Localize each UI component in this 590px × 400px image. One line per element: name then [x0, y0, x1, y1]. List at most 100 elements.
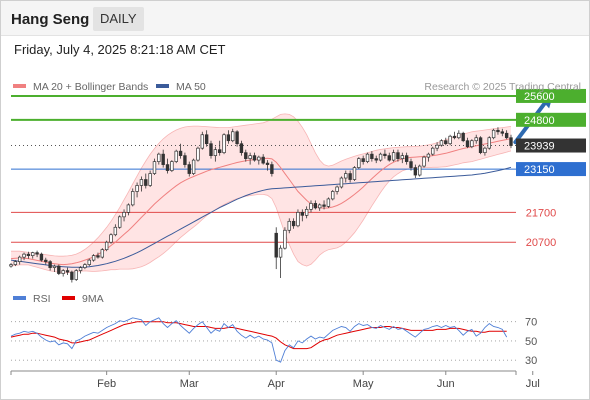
candle: [239, 140, 244, 156]
candle-body-down: [144, 179, 148, 186]
candle-body-up: [78, 267, 83, 271]
candle: [35, 250, 39, 258]
candle: [44, 257, 48, 265]
candle: [335, 185, 339, 195]
candle: [209, 140, 213, 159]
candle-body-up: [435, 144, 439, 149]
candle: [383, 149, 387, 159]
candle-body-up: [196, 147, 200, 161]
candle-body-down: [300, 212, 305, 216]
period-selector[interactable]: DAILY: [93, 7, 144, 31]
candle: [313, 200, 318, 210]
candle: [157, 152, 161, 165]
bollinger-band-area: [11, 113, 511, 274]
candle-body-up: [87, 259, 91, 265]
candle: [339, 176, 344, 189]
candle: [304, 206, 309, 219]
bollinger-lower-line: [10, 150, 512, 274]
copyright-text: Research © 2025 Trading Central: [424, 81, 581, 93]
candle: [448, 134, 452, 146]
candle-body-up: [357, 158, 361, 168]
candle-body-up: [100, 249, 105, 258]
candle: [65, 267, 70, 276]
candle-body-up: [157, 153, 161, 162]
candle-body-down: [26, 253, 31, 256]
candle: [217, 140, 222, 156]
candle: [461, 131, 465, 143]
candle: [257, 155, 261, 165]
candle: [317, 203, 322, 211]
candle: [287, 218, 291, 234]
candle-body-down: [70, 271, 74, 280]
rsi-ma-line: [10, 321, 507, 350]
candle-body-down: [374, 158, 378, 161]
candle-body-up: [448, 135, 452, 145]
candle: [470, 139, 474, 149]
rsi-tick-label: 50: [525, 336, 537, 348]
candle-body-up: [457, 132, 461, 139]
candle-body-down: [361, 158, 365, 162]
candle-body-down: [396, 152, 400, 159]
candle: [465, 137, 470, 149]
candle: [174, 149, 178, 164]
candle-body-up: [417, 165, 422, 176]
candle: [404, 152, 409, 165]
candle-body-up: [309, 203, 313, 210]
candle: [248, 152, 252, 165]
candle-body-down: [48, 261, 52, 268]
candle: [491, 128, 496, 140]
candle-body-down: [452, 135, 457, 139]
candle-body-up: [131, 191, 135, 206]
x-tick-label: Apr: [268, 378, 285, 390]
candle: [265, 160, 270, 171]
candle-body-up: [83, 264, 87, 268]
candle-body-down: [291, 220, 296, 227]
candle: [26, 251, 31, 259]
candle-body-up: [52, 265, 57, 268]
candle-body-down: [478, 137, 483, 154]
candle: [474, 134, 478, 144]
candle: [322, 200, 326, 210]
price-panel: 25600 24800 23939 23150 21700 20700 MA 20 + Bo…: [9, 81, 586, 283]
candle-body-up: [331, 191, 335, 200]
candle: [178, 143, 183, 159]
candle-body-down: [244, 152, 248, 159]
candle-body-up: [474, 137, 478, 142]
candle-body-up: [113, 226, 118, 236]
candle: [244, 149, 248, 162]
candle-body-up: [122, 212, 126, 218]
candle-body-up: [139, 179, 144, 186]
chart-header: Hang Seng DAILY: [1, 1, 589, 36]
candle: [500, 128, 505, 137]
candle: [378, 152, 383, 162]
candle-body-up: [109, 234, 113, 243]
candle: [231, 128, 235, 143]
candle: [496, 127, 500, 135]
candle-body-down: [444, 140, 448, 145]
candle-body-down: [322, 204, 326, 207]
candle-body-up: [148, 173, 152, 186]
candle-body-down: [461, 132, 465, 142]
legend-label: RSI: [33, 293, 51, 305]
candle-body-up: [31, 252, 35, 256]
rsi-tick-label: 70: [525, 317, 537, 329]
candle: [222, 133, 226, 155]
candle-body-up: [278, 247, 283, 258]
candle-body-down: [239, 143, 244, 154]
candle-body-down: [313, 203, 318, 209]
candle-body-down: [387, 155, 391, 161]
candle-body-up: [470, 140, 474, 148]
candle: [57, 264, 61, 276]
candle: [104, 240, 109, 252]
legend-label: MA 50: [176, 81, 206, 93]
candle-body-up: [339, 177, 344, 188]
candle: [191, 158, 196, 176]
candle: [400, 152, 405, 164]
candle-body-down: [261, 156, 265, 164]
rsi-line: [10, 317, 508, 363]
candle-body-down: [370, 153, 374, 159]
candle: [278, 245, 283, 279]
candle: [139, 176, 144, 192]
candle-body-down: [65, 270, 70, 273]
candle: [478, 136, 483, 155]
